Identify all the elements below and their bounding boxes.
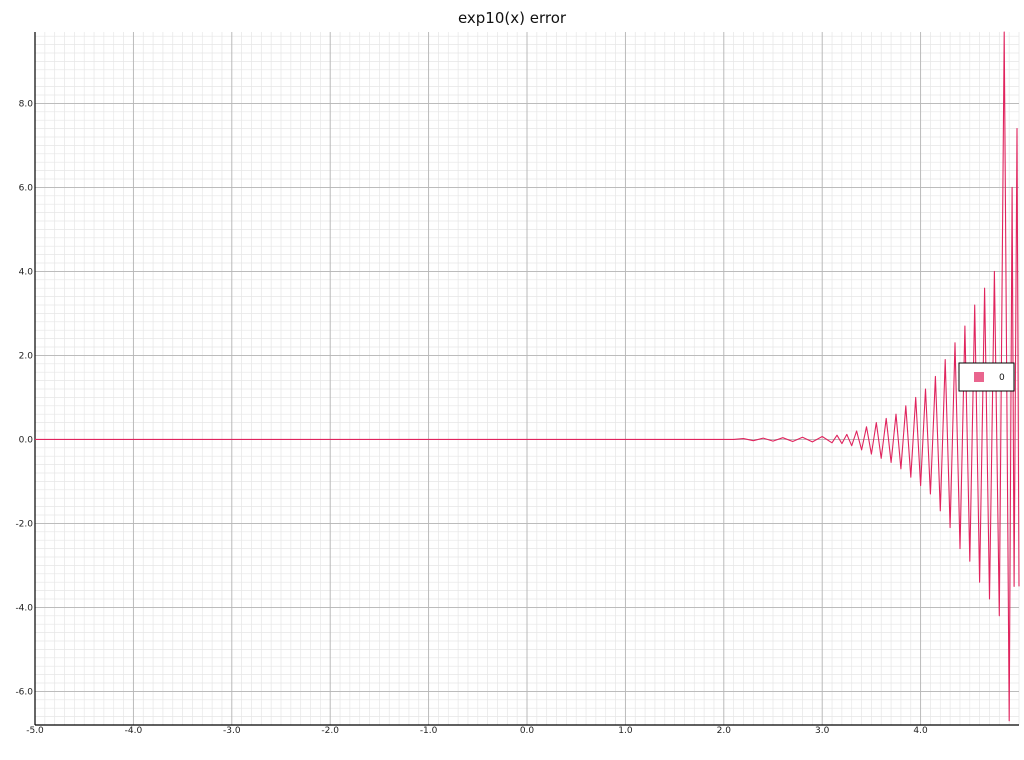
- x-tick-label: -2.0: [321, 726, 339, 736]
- y-tick-label: -2.0: [15, 519, 33, 529]
- y-tick-label: 2.0: [19, 351, 34, 361]
- x-tick-label: -3.0: [223, 726, 241, 736]
- y-axis-ticks: -6.0 -4.0 -2.0 0.0 2.0 4.0 6.0 8.0: [15, 99, 33, 697]
- y-tick-label: 8.0: [19, 99, 34, 109]
- x-tick-label: 2.0: [717, 726, 732, 736]
- y-tick-label: 4.0: [19, 267, 34, 277]
- axes: [34, 32, 1019, 726]
- legend-swatch: [974, 372, 984, 382]
- x-tick-label: 3.0: [815, 726, 830, 736]
- x-axis-ticks: -5.0 -4.0 -3.0 -2.0 -1.0 0.0 1.0 2.0 3.0 4.0: [26, 726, 928, 736]
- x-tick-label: -1.0: [420, 726, 438, 736]
- y-tick-label: -6.0: [15, 687, 33, 697]
- y-tick-label: 6.0: [19, 183, 34, 193]
- x-tick-label: 4.0: [913, 726, 928, 736]
- legend: 0: [958, 362, 1015, 392]
- x-tick-label: 0.0: [520, 726, 535, 736]
- x-tick-label: -4.0: [125, 726, 143, 736]
- x-tick-label: 1.0: [618, 726, 633, 736]
- series-layer: [35, 31, 1020, 722]
- y-tick-label: -4.0: [15, 603, 33, 613]
- legend-label: 0: [999, 373, 1005, 383]
- legend-box: [958, 362, 1015, 392]
- chart-title: exp10(x) error: [458, 9, 567, 27]
- series-line: [35, 31, 1020, 722]
- x-tick-label: -5.0: [26, 726, 44, 736]
- y-tick-label: 0.0: [19, 435, 34, 445]
